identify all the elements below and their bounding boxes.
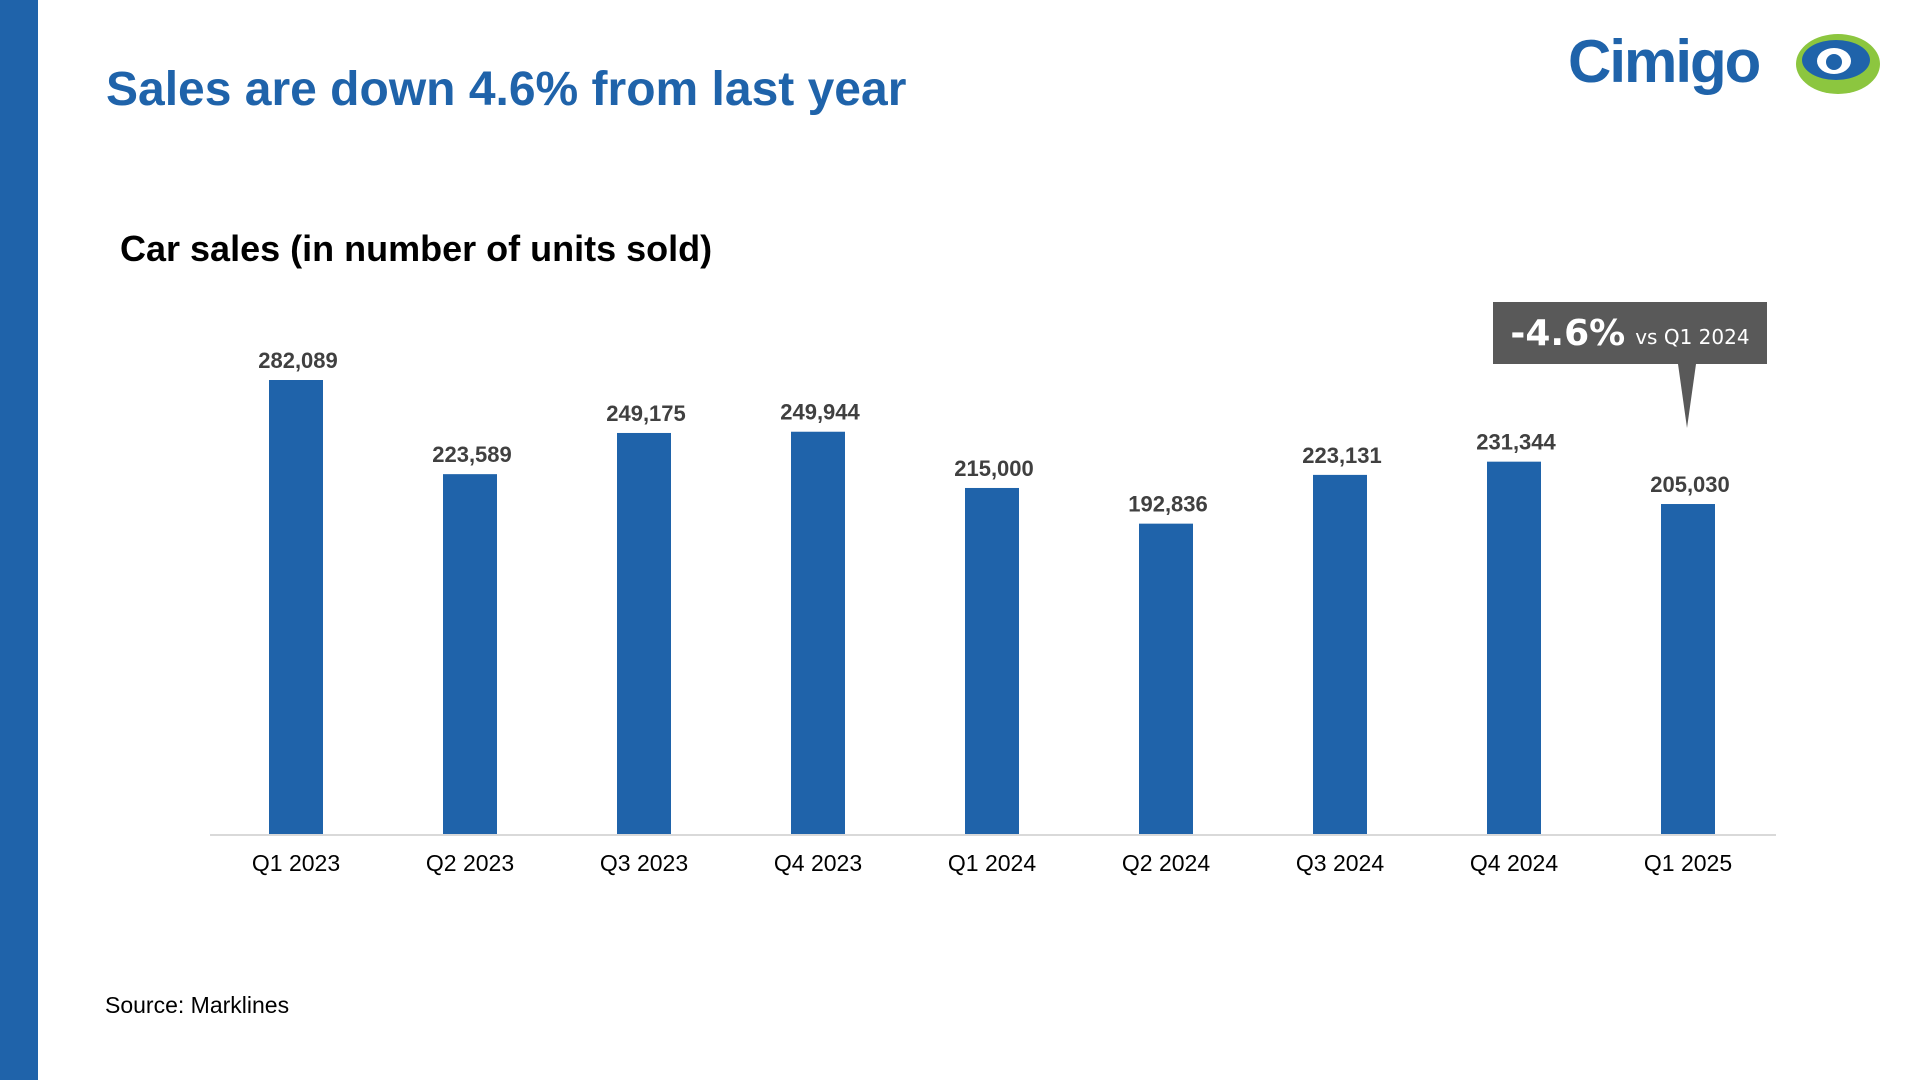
x-tick-label: Q1 2024	[948, 850, 1036, 876]
x-tick-label: Q3 2024	[1296, 850, 1384, 876]
data-label: 205,030	[1650, 472, 1730, 497]
slide-title: Sales are down 4.6% from last year	[106, 63, 907, 116]
callout-comparison: vs Q1 2024	[1635, 325, 1750, 349]
data-label: 223,589	[432, 442, 512, 467]
x-tick-label: Q4 2024	[1470, 850, 1558, 876]
bar	[617, 432, 671, 834]
data-label: 249,175	[606, 401, 686, 426]
bar	[1313, 474, 1367, 834]
data-label: 231,344	[1476, 430, 1556, 455]
x-tick-label: Q4 2023	[774, 850, 862, 876]
x-tick-label: Q2 2024	[1122, 850, 1210, 876]
logo-eye-icon	[1796, 34, 1880, 94]
x-tick-label: Q2 2023	[426, 850, 514, 876]
data-label: 215,000	[954, 456, 1034, 481]
data-label: 192,836	[1128, 492, 1208, 517]
data-label: 223,131	[1302, 443, 1382, 468]
x-tick-label: Q3 2023	[600, 850, 688, 876]
cimigo-logo: Cimigo	[1568, 28, 1880, 95]
data-label: 282,089	[258, 348, 338, 373]
callout-pointer	[1678, 364, 1696, 428]
change-callout: -4.6% vs Q1 2024	[1493, 302, 1767, 364]
bar	[965, 487, 1019, 834]
logo-wordmark: Cimigo	[1568, 28, 1760, 95]
bar	[1139, 523, 1193, 834]
chart-title: Car sales (in number of units sold)	[120, 228, 713, 269]
source-note: Source: Marklines	[105, 992, 290, 1018]
bar	[791, 431, 845, 834]
callout-value: -4.6%	[1510, 312, 1626, 354]
bar	[1661, 504, 1715, 834]
accent-side-bar	[0, 0, 38, 1080]
x-tick-label: Q1 2023	[252, 850, 340, 876]
data-label: 249,944	[780, 400, 860, 425]
x-tick-label: Q1 2025	[1644, 850, 1732, 876]
bar	[269, 380, 323, 834]
bar	[443, 474, 497, 834]
bar	[1487, 461, 1541, 834]
